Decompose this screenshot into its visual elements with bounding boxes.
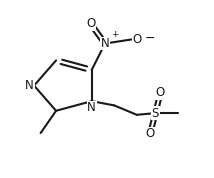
Text: N: N [25,79,34,92]
Text: O: O [156,86,165,99]
Text: −: − [145,32,155,45]
Text: O: O [86,17,95,30]
Text: +: + [111,30,119,39]
Text: N: N [101,37,109,50]
Text: O: O [133,33,142,46]
Text: N: N [87,101,96,114]
Text: O: O [146,127,155,140]
Text: S: S [152,107,159,120]
